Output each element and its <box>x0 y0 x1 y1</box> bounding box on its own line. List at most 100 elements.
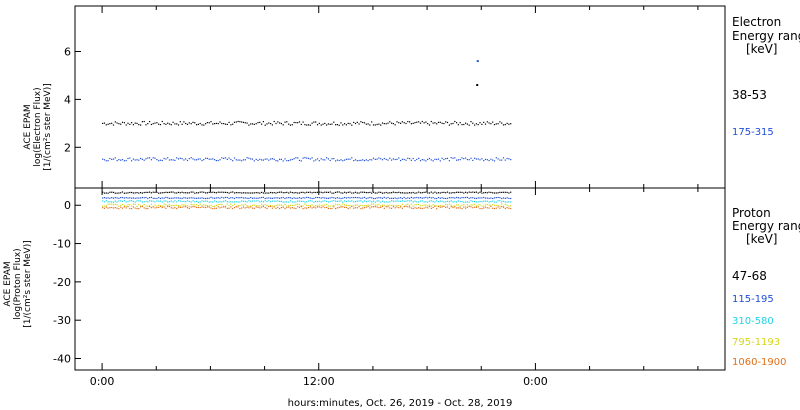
data-point <box>188 122 190 124</box>
data-point <box>232 191 234 193</box>
data-point <box>279 158 281 160</box>
data-point <box>318 200 320 202</box>
data-point <box>149 197 151 199</box>
data-point <box>288 201 290 203</box>
data-point <box>425 191 427 193</box>
data-point <box>205 123 207 125</box>
data-point <box>432 122 434 124</box>
data-point <box>381 204 384 206</box>
data-point <box>129 200 131 202</box>
data-point <box>132 192 134 194</box>
data-point <box>233 201 236 203</box>
data-point <box>499 159 501 161</box>
data-point <box>235 196 237 199</box>
data-point <box>125 197 127 199</box>
data-point <box>297 197 299 199</box>
data-point <box>179 121 181 123</box>
data-point <box>416 201 418 203</box>
data-point <box>477 204 479 206</box>
data-point <box>280 158 282 160</box>
data-point <box>360 197 362 199</box>
data-point <box>302 157 304 159</box>
data-point <box>475 206 477 208</box>
data-point <box>470 206 472 208</box>
data-point <box>443 158 445 161</box>
data-point <box>365 201 367 203</box>
data-point <box>434 205 436 207</box>
data-point <box>270 205 272 207</box>
data-point <box>488 207 490 209</box>
data-point <box>205 197 207 200</box>
data-point <box>168 191 171 193</box>
data-point <box>315 159 317 161</box>
data-point <box>504 201 506 203</box>
data-point <box>288 197 290 199</box>
data-point <box>197 192 199 194</box>
data-point <box>497 200 499 202</box>
data-point <box>441 197 443 199</box>
data-point <box>172 191 174 193</box>
data-point <box>172 121 174 123</box>
data-point <box>161 206 163 209</box>
data-point <box>174 159 176 161</box>
data-point <box>434 201 436 203</box>
data-point <box>441 205 443 207</box>
data-point <box>508 205 510 207</box>
data-point <box>307 200 310 202</box>
data-point <box>409 200 411 202</box>
data-point <box>502 206 505 208</box>
data-point <box>342 192 344 194</box>
data-point <box>329 159 331 162</box>
data-point <box>208 201 210 203</box>
data-point <box>107 192 109 194</box>
data-point <box>322 123 324 125</box>
data-point <box>477 158 479 160</box>
data-point <box>311 204 313 206</box>
data-point <box>488 191 490 193</box>
data-point <box>181 197 183 200</box>
data-point <box>199 122 201 125</box>
data-point <box>158 204 160 206</box>
data-point <box>177 205 180 207</box>
data-point <box>474 124 476 126</box>
data-point <box>197 205 199 207</box>
data-point <box>380 205 382 207</box>
data-point <box>262 204 264 206</box>
data-point <box>327 197 329 199</box>
data-point <box>320 158 322 160</box>
data-point <box>125 124 127 126</box>
data-point <box>347 158 349 160</box>
data-point <box>201 124 203 126</box>
data-point <box>102 200 104 202</box>
data-point <box>190 191 192 193</box>
data-point <box>340 197 342 200</box>
data-point <box>203 197 205 199</box>
data-point <box>280 200 282 202</box>
data-point <box>154 201 156 203</box>
data-point <box>242 159 245 161</box>
data-point <box>214 205 216 207</box>
data-point <box>131 205 133 207</box>
data-point <box>412 207 414 210</box>
data-point <box>335 160 337 162</box>
data-point <box>383 201 385 203</box>
data-point <box>416 158 418 160</box>
data-point <box>432 206 434 209</box>
data-point <box>412 157 414 160</box>
data-point <box>416 121 418 123</box>
data-point <box>141 205 143 208</box>
data-point <box>441 157 443 159</box>
data-point <box>152 197 154 199</box>
data-point <box>418 121 420 123</box>
data-point <box>250 158 252 160</box>
data-point <box>318 197 320 199</box>
data-point <box>475 191 477 193</box>
data-point <box>136 122 138 124</box>
data-point <box>381 200 384 202</box>
data-point <box>224 205 227 207</box>
data-point <box>483 200 485 202</box>
data-point <box>367 192 369 194</box>
data-point <box>257 206 259 208</box>
data-point <box>349 207 351 209</box>
data-point <box>333 197 335 199</box>
